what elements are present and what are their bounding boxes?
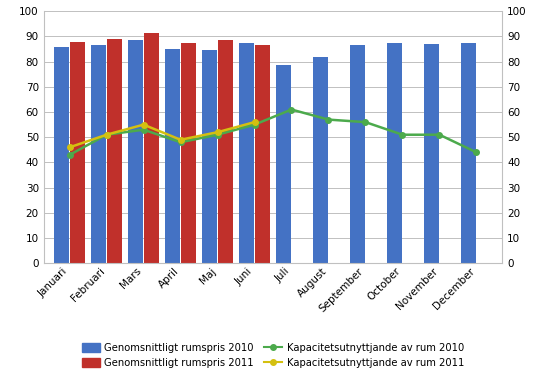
Bar [54,47,69,263]
Bar [128,40,143,263]
Bar [91,45,106,263]
Bar [181,43,197,263]
Bar [312,57,328,263]
Legend: Genomsnittligt rumspris 2010, Genomsnittligt rumspris 2011, Kapacitetsutnyttjand: Genomsnittligt rumspris 2010, Genomsnitt… [78,339,468,372]
Bar [165,49,180,263]
Bar [70,41,86,263]
Bar [239,43,254,263]
Bar [218,40,234,263]
Bar [276,65,291,263]
Bar [144,33,159,263]
Bar [107,39,122,263]
Bar [255,45,270,263]
Bar [201,50,217,263]
Bar [424,44,439,263]
Bar [460,43,476,263]
Bar [349,45,365,263]
Bar [387,43,402,263]
